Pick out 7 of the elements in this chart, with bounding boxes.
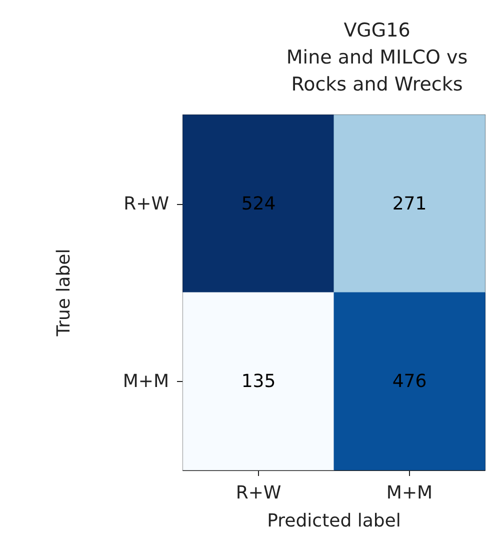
data-label: 271 [392, 193, 427, 214]
data-label: 476 [392, 370, 427, 392]
y-axis-title: True label [54, 248, 74, 338]
x-axis-title: Predicted label [267, 510, 401, 532]
chart-title: VGG16 Mine and MILCO vs Rocks and Wrecks [286, 20, 468, 96]
data-label: 524 [241, 193, 276, 214]
data-label: 135 [241, 370, 276, 392]
